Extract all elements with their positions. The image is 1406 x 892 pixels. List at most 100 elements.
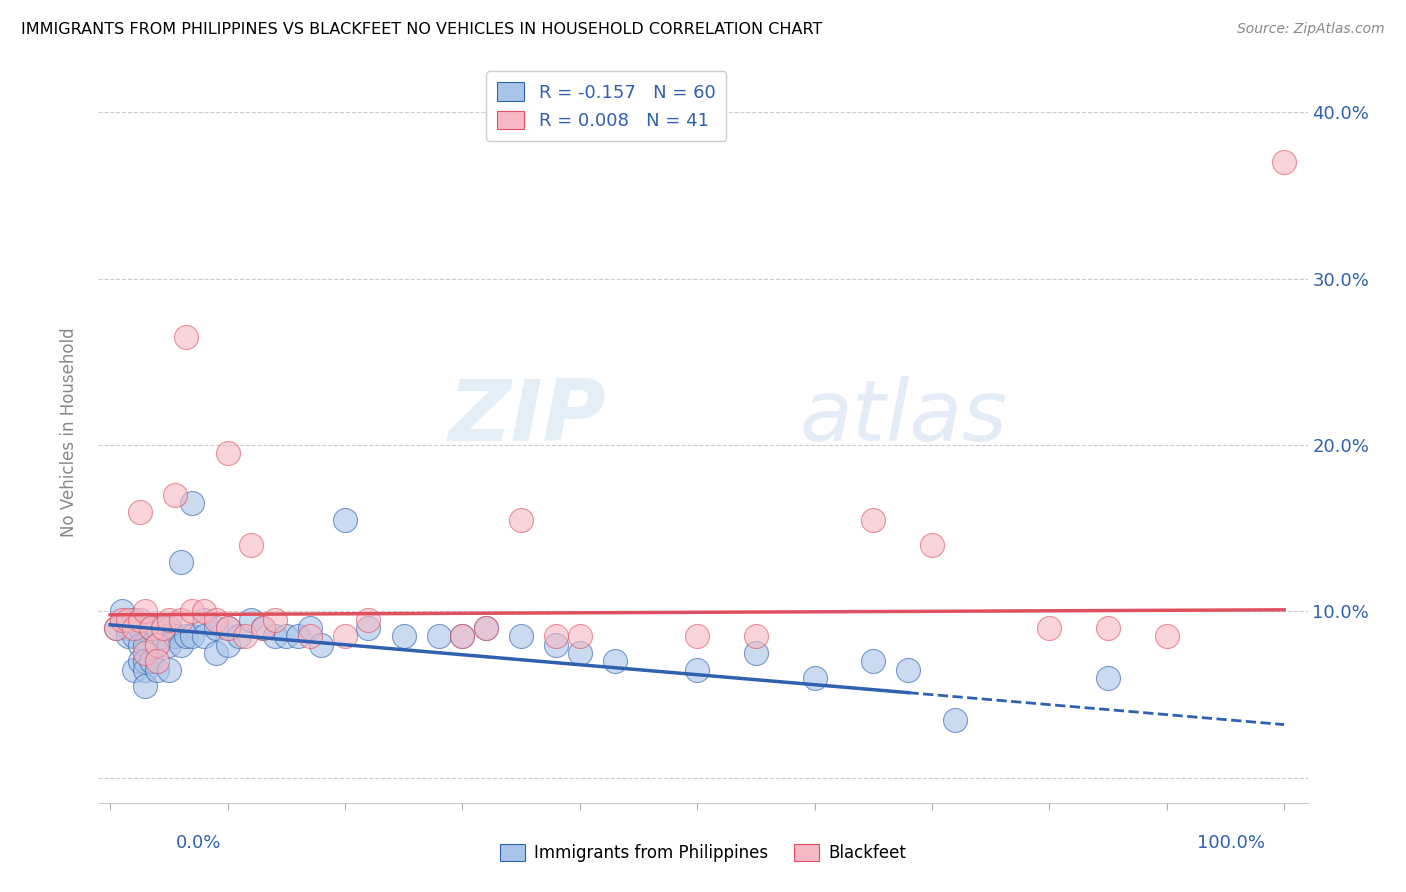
Point xyxy=(134,605,156,619)
Point xyxy=(152,621,174,635)
Point xyxy=(122,663,145,677)
Point xyxy=(252,621,274,635)
Point xyxy=(745,646,768,660)
Point xyxy=(475,621,498,635)
Point xyxy=(333,513,356,527)
Point xyxy=(181,629,204,643)
Point xyxy=(546,629,568,643)
Point xyxy=(240,538,263,552)
Point xyxy=(134,679,156,693)
Point xyxy=(134,663,156,677)
Point xyxy=(134,654,156,668)
Point xyxy=(146,638,169,652)
Point xyxy=(510,629,533,643)
Point xyxy=(252,621,274,635)
Point xyxy=(157,613,180,627)
Point xyxy=(204,646,226,660)
Point xyxy=(240,613,263,627)
Point xyxy=(603,654,626,668)
Point xyxy=(128,505,150,519)
Point xyxy=(233,629,256,643)
Point xyxy=(217,621,239,635)
Point xyxy=(181,496,204,510)
Text: IMMIGRANTS FROM PHILIPPINES VS BLACKFEET NO VEHICLES IN HOUSEHOLD CORRELATION CH: IMMIGRANTS FROM PHILIPPINES VS BLACKFEET… xyxy=(21,22,823,37)
Point xyxy=(263,629,285,643)
Text: 0.0%: 0.0% xyxy=(176,834,221,852)
Point xyxy=(945,713,967,727)
Point xyxy=(392,629,415,643)
Point xyxy=(686,663,709,677)
Point xyxy=(146,654,169,668)
Point xyxy=(862,513,884,527)
Point xyxy=(128,638,150,652)
Point xyxy=(263,613,285,627)
Point xyxy=(803,671,825,685)
Point xyxy=(451,629,474,643)
Point xyxy=(276,629,298,643)
Point xyxy=(311,638,333,652)
Text: 100.0%: 100.0% xyxy=(1198,834,1265,852)
Point xyxy=(1038,621,1060,635)
Point xyxy=(128,621,150,635)
Point xyxy=(181,605,204,619)
Point xyxy=(146,621,169,635)
Point xyxy=(157,638,180,652)
Text: ZIP: ZIP xyxy=(449,376,606,459)
Point xyxy=(141,621,163,635)
Point xyxy=(193,629,215,643)
Y-axis label: No Vehicles in Household: No Vehicles in Household xyxy=(59,327,77,538)
Point xyxy=(169,613,191,627)
Point xyxy=(897,663,920,677)
Point xyxy=(686,629,709,643)
Point xyxy=(204,621,226,635)
Point xyxy=(141,654,163,668)
Point xyxy=(163,629,186,643)
Point xyxy=(357,621,380,635)
Point xyxy=(117,613,139,627)
Point xyxy=(169,638,191,652)
Point xyxy=(122,621,145,635)
Point xyxy=(117,621,139,635)
Point xyxy=(217,446,239,460)
Point xyxy=(510,513,533,527)
Point xyxy=(146,638,169,652)
Point xyxy=(146,663,169,677)
Point xyxy=(451,629,474,643)
Text: Source: ZipAtlas.com: Source: ZipAtlas.com xyxy=(1237,22,1385,37)
Point xyxy=(134,646,156,660)
Point xyxy=(217,638,239,652)
Point xyxy=(1272,155,1295,169)
Point xyxy=(134,638,156,652)
Point xyxy=(128,613,150,627)
Point xyxy=(475,621,498,635)
Point xyxy=(1097,671,1119,685)
Point xyxy=(176,629,198,643)
Point xyxy=(105,621,128,635)
Point xyxy=(357,613,380,627)
Point xyxy=(862,654,884,668)
Point xyxy=(217,621,239,635)
Point xyxy=(152,629,174,643)
Point xyxy=(141,621,163,635)
Point xyxy=(122,613,145,627)
Point xyxy=(298,621,321,635)
Point xyxy=(111,613,134,627)
Point xyxy=(921,538,943,552)
Point xyxy=(287,629,309,643)
Point xyxy=(193,613,215,627)
Point xyxy=(568,629,591,643)
Point xyxy=(333,629,356,643)
Point xyxy=(169,555,191,569)
Point xyxy=(122,629,145,643)
Point xyxy=(117,629,139,643)
Point xyxy=(228,629,250,643)
Text: atlas: atlas xyxy=(800,376,1008,459)
Point xyxy=(298,629,321,643)
Point xyxy=(745,629,768,643)
Point xyxy=(163,488,186,502)
Point xyxy=(176,330,198,344)
Point xyxy=(105,621,128,635)
Point xyxy=(157,621,180,635)
Point xyxy=(193,605,215,619)
Point xyxy=(111,605,134,619)
